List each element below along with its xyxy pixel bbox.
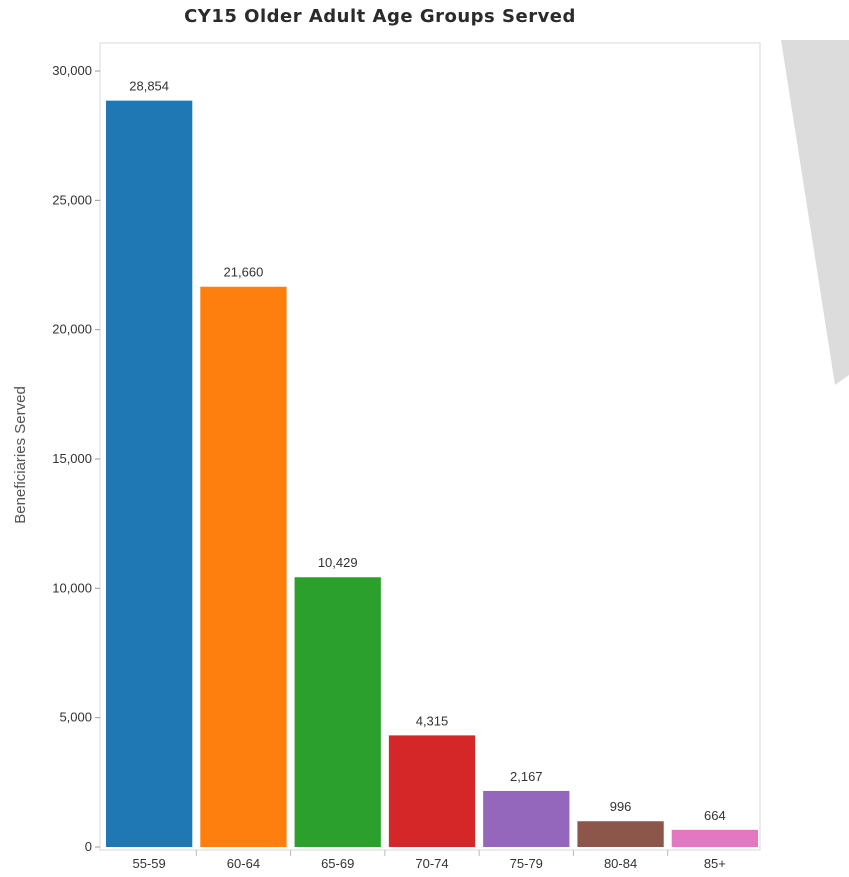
bar-60-64 [200,286,287,847]
x-axis: 55-59 60-64 65-69 70-74 75-79 80-84 85+ [133,850,726,871]
y-tick-label: 25,000 [52,192,92,207]
x-tick-label: 55-59 [133,856,166,871]
bar-70-74 [388,735,476,847]
bar-65-69 [294,577,381,847]
x-tick-label: 65-69 [321,856,354,871]
bar-55-59 [106,100,193,848]
bar-value-label: 664 [704,808,726,823]
x-tick-label: 85+ [704,856,726,871]
bar-value-label: 4,315 [416,713,449,728]
value-labels: 28,854 21,660 10,429 4,315 2,167 996 664 [129,79,725,823]
bar-85plus [671,829,758,847]
y-tick-label: 10,000 [52,580,92,595]
bar-80-84 [577,821,664,847]
y-tick-label: 5,000 [59,710,92,725]
bar-75-79 [483,790,570,847]
y-tick-label: 30,000 [52,63,92,78]
decorative-diagonal-shape [781,40,849,385]
x-tick-label: 60-64 [227,856,260,871]
bar-value-label: 996 [610,799,632,814]
bar-value-label: 2,167 [510,769,543,784]
chart-title: CY15 Older Adult Age Groups Served [184,6,576,27]
bar-value-label: 21,660 [224,265,264,280]
x-tick-label: 75-79 [510,856,543,871]
y-tick-label: 15,000 [52,451,92,466]
y-axis-label: Beneficiaries Served [12,386,29,524]
bar-value-label: 10,429 [318,555,358,570]
x-tick-label: 80-84 [604,856,637,871]
bars [106,100,758,848]
x-tick-label: 70-74 [415,856,448,871]
y-axis: 0 5,000 10,000 15,000 20,000 25,000 30,000 [52,63,100,854]
bar-value-label: 28,854 [129,79,169,94]
plot-frame [99,42,761,851]
y-tick-label: 20,000 [52,322,92,337]
y-tick-label: 0 [85,839,92,854]
